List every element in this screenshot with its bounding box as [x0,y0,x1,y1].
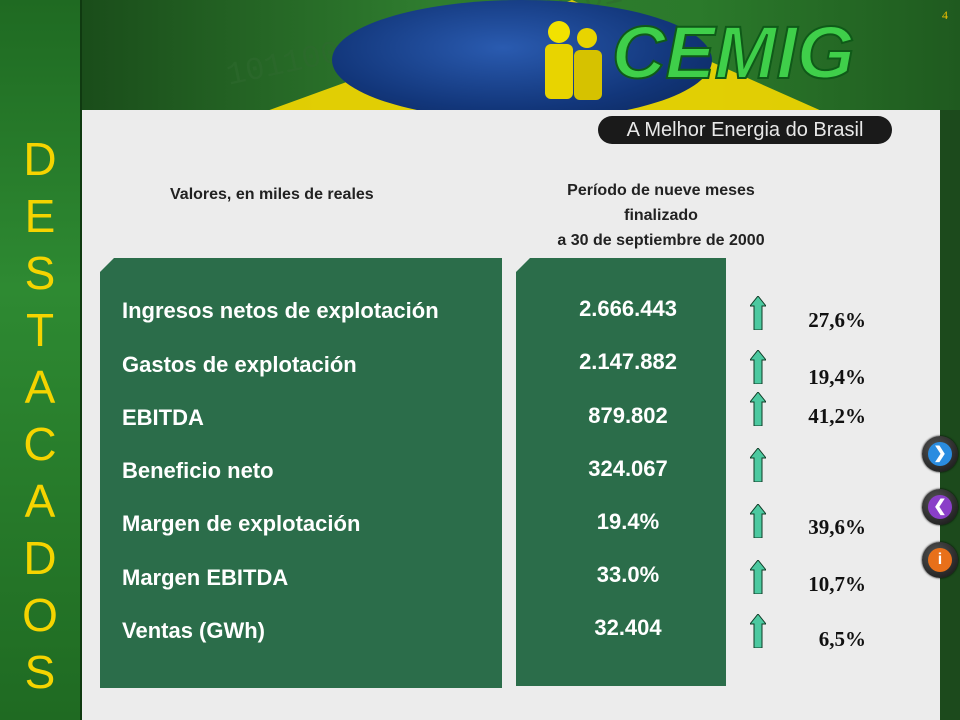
header-banner: 1011001011010 0110101101 CEMIG [82,0,960,110]
change-percent: 19,4% [808,365,866,389]
row-label: Gastos de explotación [122,352,357,377]
row-value: 2.147.882 [579,349,677,374]
row-value: 33.0% [596,562,660,587]
side-letter: O [22,589,58,641]
side-letter: C [23,418,57,470]
slide-number: 4 [942,8,948,22]
row-label: Ingresos netos de explotación [122,298,439,323]
up-arrow-icon [750,350,766,384]
row-value: 324.067 [588,456,668,481]
change-percent: 10,7% [808,572,866,596]
info-button[interactable]: i [922,542,958,578]
row-value: 879.802 [588,403,668,428]
units-header: Valores, en miles de reales [170,186,374,203]
side-letter: D [23,532,57,584]
change-percent: 6,5% [818,627,866,651]
change-percent: 39,6% [808,515,866,539]
side-letter: S [24,646,56,698]
row-label: Beneficio neto [122,458,274,483]
side-letter: E [24,190,56,242]
side-letter: A [24,475,56,527]
period-header-line: finalizado [624,207,698,224]
row-value: 2.666.443 [579,296,677,321]
side-letter: A [24,361,56,413]
row-label: EBITDA [122,405,204,430]
row-label: Margen EBITDA [122,565,289,590]
up-arrow-icon [750,560,766,594]
change-percent: 27,6% [808,308,866,332]
up-arrow-icon [750,504,766,538]
side-letter: T [25,304,55,356]
row-label: Margen de explotación [122,511,361,536]
prev-arrow-icon: ❮ [928,495,952,519]
row-value: 32.404 [594,615,662,640]
previous-slide-button[interactable]: ❮ [922,489,958,525]
tagline: A Melhor Energia do Brasil [598,116,892,144]
period-header-line: Período de nueve meses [567,182,755,199]
row-value: 19.4% [596,509,660,534]
side-bar: D E S T A C A D O S [0,0,82,720]
info-icon: i [928,548,952,572]
up-arrow-icon [750,296,766,330]
next-arrow-icon: ❯ [928,442,952,466]
side-letter: S [24,247,56,299]
values-box [516,258,726,686]
period-header: Período de nueve meses finalizado a 30 d… [516,178,806,253]
workers-image [545,21,602,100]
cemig-logo: CEMIG [611,12,856,92]
up-arrow-icon [750,614,766,648]
up-arrow-icon [750,392,766,426]
up-arrow-icon [750,448,766,482]
labels-box [100,258,502,688]
period-header-line: a 30 de septiembre de 2000 [557,232,765,249]
logo-text: CEMIG [612,12,855,92]
side-letter: D [23,133,57,185]
row-label: Ventas (GWh) [122,618,266,643]
change-percent: 41,2% [808,404,866,428]
flag-globe-decoration [332,0,712,110]
next-slide-button[interactable]: ❯ [922,436,958,472]
